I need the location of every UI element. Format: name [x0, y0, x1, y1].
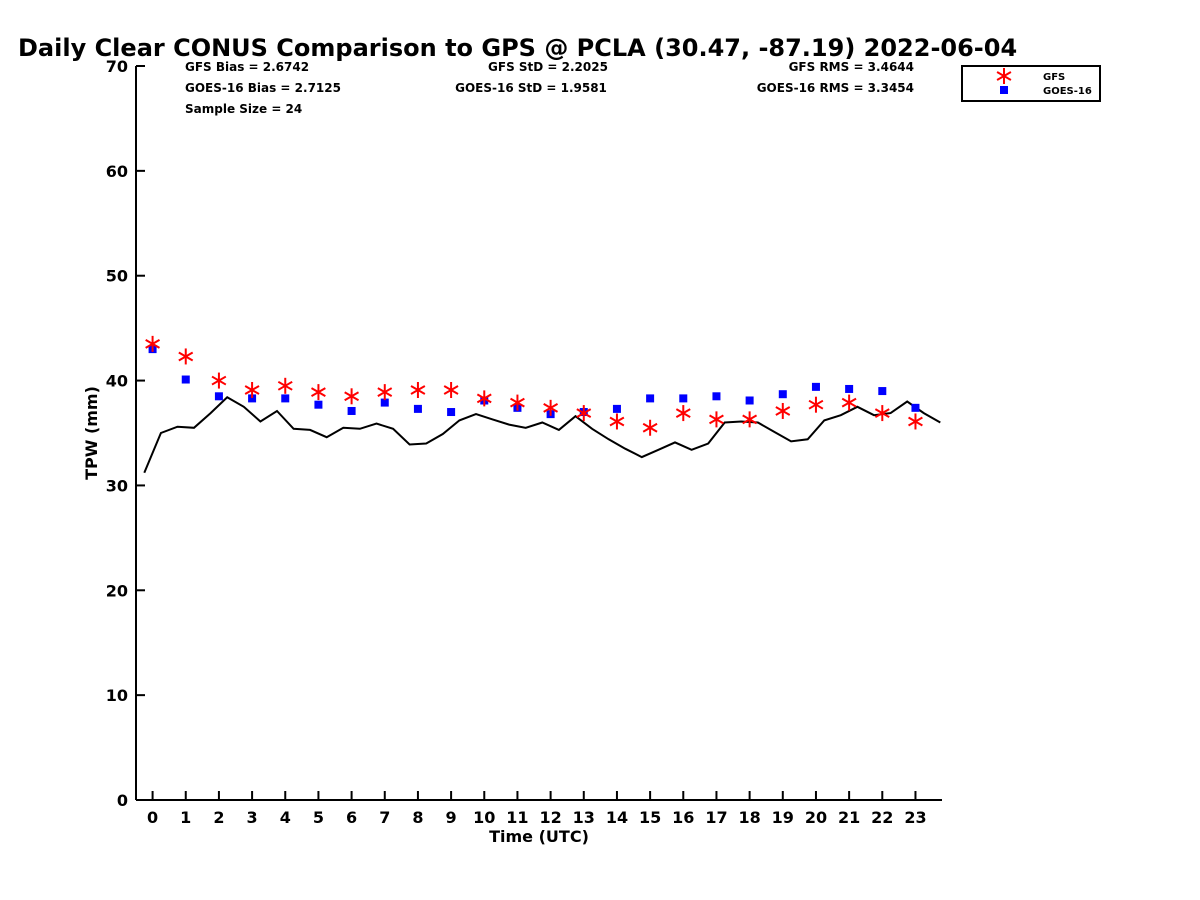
- goes16-point: [646, 394, 655, 403]
- gfs-point: [642, 419, 658, 436]
- gps-line: [143, 396, 941, 474]
- x-tick-label: 17: [705, 808, 727, 827]
- goes16-point: [314, 400, 323, 409]
- goes16-point: [248, 394, 257, 403]
- legend-box: [961, 65, 1101, 102]
- chart-title: Daily Clear CONUS Comparison to GPS @ PC…: [18, 34, 1017, 62]
- gfs-point: [178, 348, 194, 365]
- x-tick-label: 3: [247, 808, 258, 827]
- gfs-point: [908, 413, 923, 430]
- gfs-point: [709, 411, 724, 428]
- goes16-point: [214, 392, 223, 401]
- goes16-point: [878, 387, 887, 396]
- x-tick-label: 18: [738, 808, 760, 827]
- gfs-point: [543, 399, 559, 416]
- legend-gfs-marker: [996, 68, 1012, 84]
- y-tick-label: 50: [106, 267, 128, 286]
- goes16-point: [679, 394, 688, 403]
- gfs-point: [808, 396, 824, 413]
- goes16-point: [811, 382, 820, 391]
- gfs-point: [145, 335, 161, 352]
- gfs-point: [675, 405, 691, 422]
- y-tick-label: 0: [117, 791, 128, 810]
- x-tick-label: 5: [313, 808, 324, 827]
- gfs-point: [310, 384, 326, 401]
- gfs-point: [443, 382, 459, 399]
- x-tick-label: 7: [379, 808, 390, 827]
- stat-text: GOES-16 RMS = 3.3454: [757, 81, 914, 95]
- x-tick-label: 13: [573, 808, 595, 827]
- gfs-point: [377, 384, 393, 401]
- gfs-point: [476, 390, 492, 407]
- stat-text: GFS RMS = 3.4644: [789, 60, 914, 74]
- x-tick-label: 4: [280, 808, 291, 827]
- gfs-point: [244, 382, 260, 399]
- y-tick-label: 40: [106, 372, 128, 391]
- x-tick-label: 0: [147, 808, 158, 827]
- goes16-point: [380, 398, 389, 407]
- x-tick-label: 6: [346, 808, 357, 827]
- stat-text: GOES-16 StD = 1.9581: [455, 81, 607, 95]
- x-tick-label: 23: [904, 808, 926, 827]
- gfs-point: [211, 372, 227, 389]
- goes16-point: [347, 406, 356, 415]
- x-tick-label: 12: [539, 808, 561, 827]
- x-tick-label: 1: [180, 808, 191, 827]
- y-tick-label: 10: [106, 686, 128, 705]
- gfs-point: [742, 411, 758, 428]
- gfs-point: [841, 394, 857, 411]
- x-axis-label: Time (UTC): [489, 827, 589, 846]
- y-tick-label: 70: [106, 57, 128, 76]
- x-tick-label: 11: [506, 808, 528, 827]
- x-tick-label: 8: [412, 808, 423, 827]
- legend-goes16-marker: [1000, 86, 1008, 94]
- legend: GFS GOES-16: [961, 65, 1101, 102]
- y-axis-label: TPW (mm): [82, 386, 101, 480]
- gfs-point: [874, 405, 890, 422]
- goes16-point: [181, 375, 190, 384]
- gfs-point: [277, 377, 293, 394]
- gfs-point: [609, 413, 625, 430]
- x-tick-label: 14: [606, 808, 628, 827]
- x-tick-label: 20: [805, 808, 827, 827]
- gfs-point: [410, 382, 426, 399]
- goes16-point: [778, 390, 787, 399]
- x-tick-label: 9: [446, 808, 457, 827]
- y-tick-label: 60: [106, 162, 128, 181]
- x-tick-label: 19: [772, 808, 794, 827]
- legend-gfs-label: GFS: [1043, 72, 1065, 83]
- x-tick-label: 2: [213, 808, 224, 827]
- goes16-point: [712, 392, 721, 401]
- goes16-point: [413, 404, 422, 413]
- x-tick-label: 22: [871, 808, 893, 827]
- x-tick-label: 15: [639, 808, 661, 827]
- stat-text: GFS StD = 2.2025: [488, 60, 608, 74]
- stat-text: Sample Size = 24: [185, 102, 302, 116]
- stat-text: GFS Bias = 2.6742: [185, 60, 309, 74]
- gfs-point: [576, 405, 592, 422]
- goes16-point: [281, 394, 290, 403]
- stat-text: GOES-16 Bias = 2.7125: [185, 81, 341, 95]
- gfs-point: [344, 388, 360, 405]
- y-tick-label: 30: [106, 476, 128, 495]
- legend-goes16-label: GOES-16: [1043, 86, 1092, 97]
- goes16-point: [745, 396, 754, 405]
- goes16-point: [845, 384, 854, 393]
- goes16-point: [911, 403, 920, 412]
- plot-area: [143, 335, 941, 474]
- gfs-point: [510, 394, 525, 411]
- gfs-point: [775, 402, 791, 419]
- x-tick-label: 16: [672, 808, 694, 827]
- x-tick-label: 10: [473, 808, 495, 827]
- goes16-point: [447, 408, 456, 417]
- goes16-point: [612, 404, 621, 413]
- y-tick-label: 20: [106, 581, 128, 600]
- x-tick-label: 21: [838, 808, 860, 827]
- statistics-block: GFS Bias = 2.6742 GFS StD = 2.2025 GFS RMS…: [185, 60, 914, 116]
